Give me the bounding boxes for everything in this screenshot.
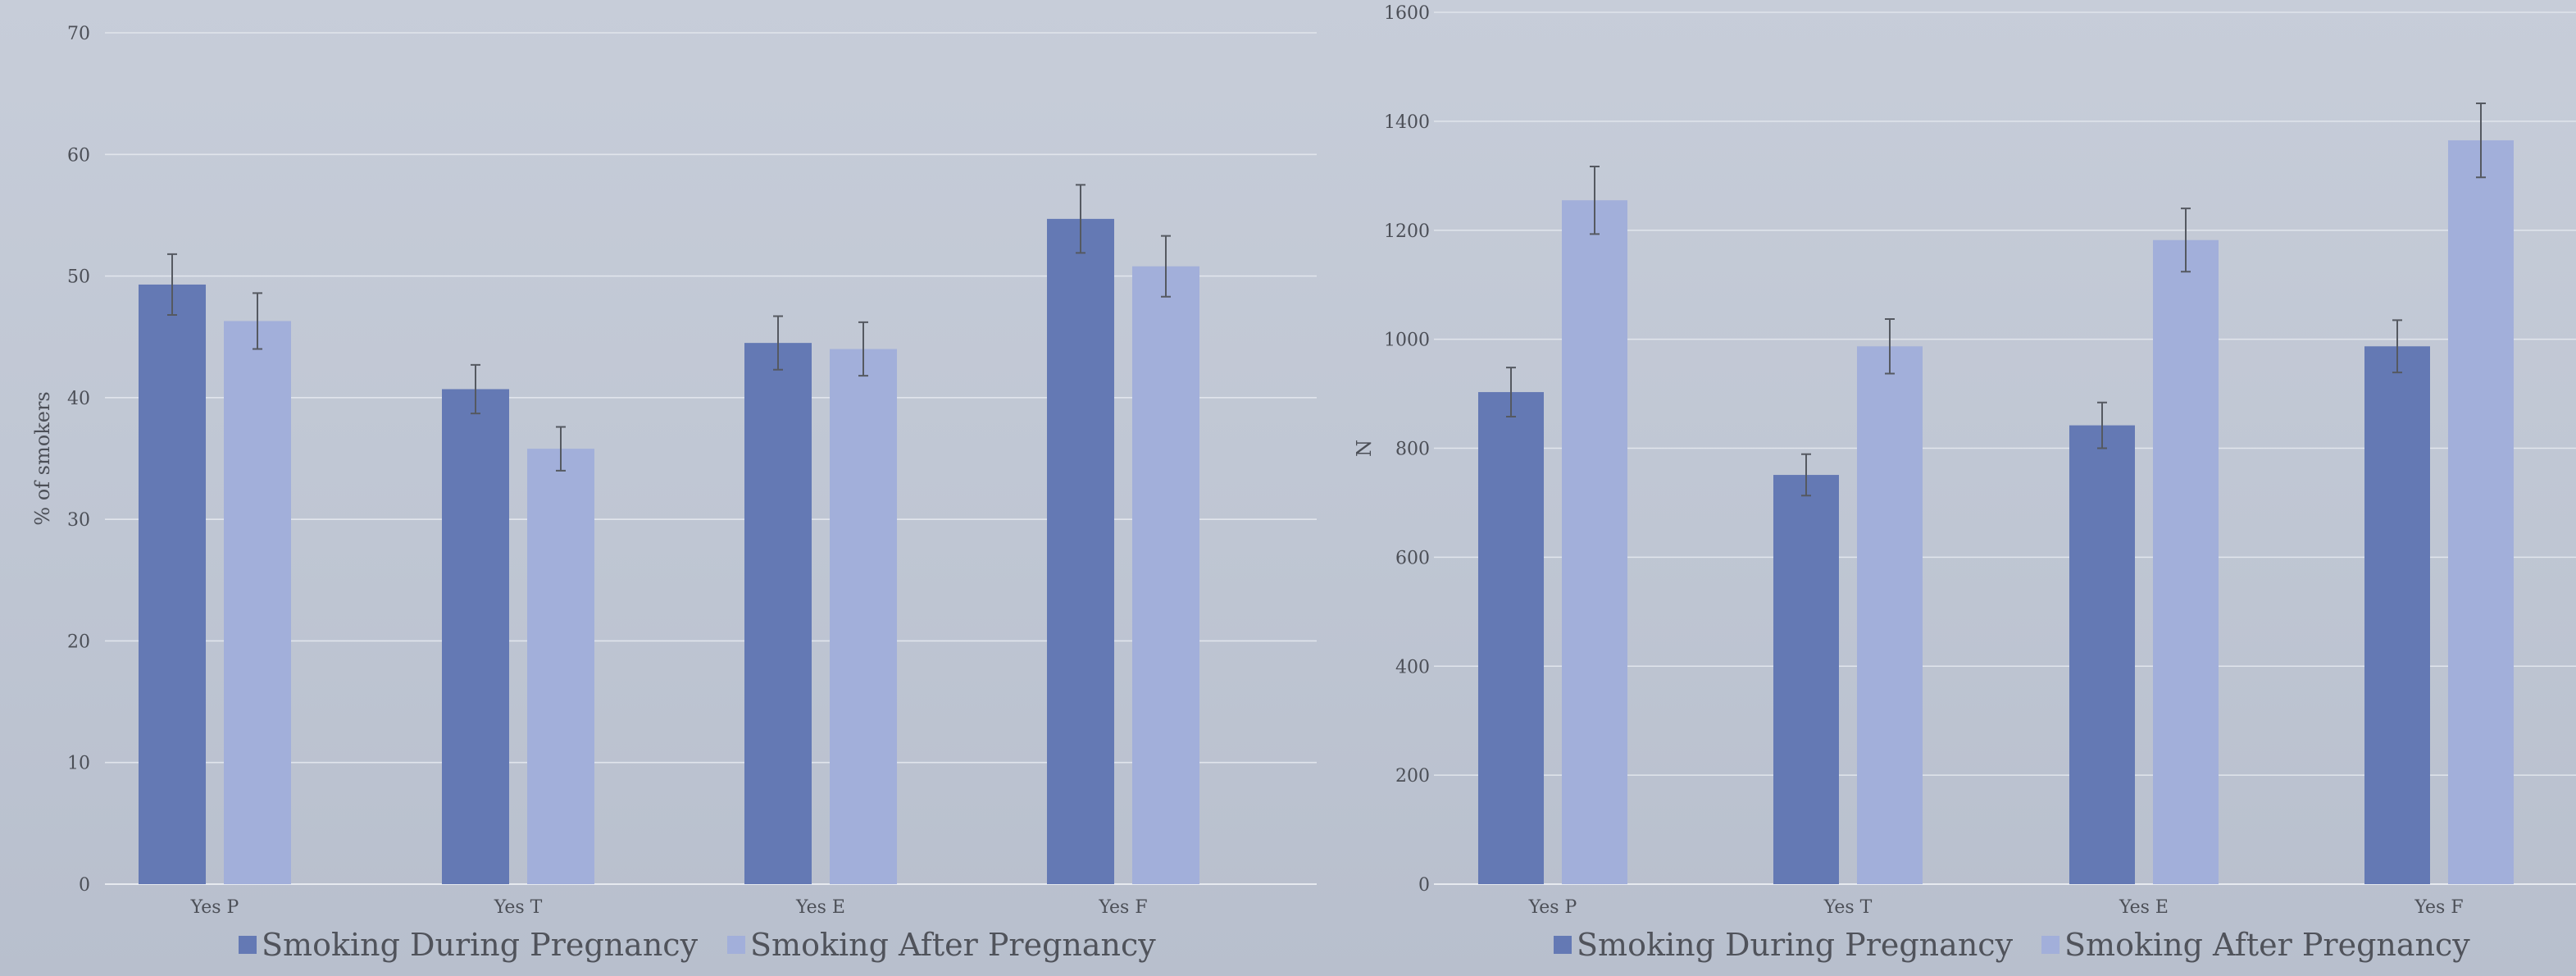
bar-after-4 — [1132, 266, 1199, 884]
x-category-label: Yes E — [2119, 897, 2169, 918]
bar-during-1 — [1478, 392, 1544, 885]
error-bar — [2476, 102, 2486, 179]
legend-swatch-after — [727, 936, 745, 954]
y-tick-label: 50 — [67, 267, 90, 288]
bar-during-3 — [744, 343, 812, 885]
error-bar — [2097, 401, 2107, 449]
y-tick-label: 10 — [67, 754, 90, 774]
bar-after-2 — [527, 449, 594, 884]
bar-during-2 — [1773, 475, 1839, 884]
error-bar — [2181, 208, 2191, 273]
y-tick-label: 200 — [1395, 766, 1430, 787]
bar-during-4 — [1047, 218, 1114, 884]
error-bar — [253, 292, 262, 350]
y-tick-label: 1600 — [1384, 3, 1430, 24]
error-bar — [1161, 235, 1171, 298]
y-tick-label: 70 — [67, 24, 90, 44]
error-bar — [858, 321, 868, 377]
bar-after-1 — [224, 321, 291, 884]
x-category-label: Yes P — [1528, 897, 1577, 918]
y-tick-label: 1400 — [1384, 112, 1430, 133]
bar-after-1 — [1562, 200, 1627, 885]
percent-smokers-chart: 0 10 20 30 40 50 60 70 % of smokers Yes P Yes T Yes… — [31, 24, 1317, 963]
x-category-label: Yes F — [2414, 897, 2463, 918]
bar-during-2 — [442, 389, 509, 884]
error-bar — [1801, 453, 1811, 497]
y-tick-label: 30 — [67, 510, 90, 531]
y-tick-label: 1200 — [1384, 221, 1430, 242]
error-bar — [773, 315, 783, 371]
error-bar — [1506, 367, 1516, 417]
legend-swatch-during — [1554, 936, 1572, 954]
error-bar — [1590, 166, 1600, 235]
legend-label-during: Smoking During Pregnancy — [262, 927, 699, 963]
legend-swatch-after — [2041, 936, 2059, 954]
smokers-count-chart: 0 200 400 600 800 1000 1200 1400 1600 N Yes P Yes T… — [1353, 3, 2576, 963]
error-bar — [1885, 318, 1895, 375]
error-bar — [1076, 184, 1085, 254]
legend-label-after: Smoking After Pregnancy — [2064, 927, 2470, 963]
bar-during-1 — [139, 284, 206, 884]
bar-after-3 — [2153, 239, 2219, 884]
legend-label-after: Smoking After Pregnancy — [750, 927, 1156, 963]
legend-label-during: Smoking During Pregnancy — [1577, 927, 2014, 963]
error-bar — [167, 253, 177, 317]
x-category-label: Yes F — [1098, 897, 1147, 918]
bar-during-3 — [2069, 425, 2135, 884]
y-axis-title: % of smokers — [31, 391, 54, 525]
y-tick-label: 40 — [67, 389, 90, 409]
y-tick-label: 800 — [1395, 440, 1430, 460]
bar-after-2 — [1857, 346, 1923, 885]
x-category-label: Yes T — [494, 897, 543, 918]
y-axis-title: N — [1353, 440, 1376, 457]
bar-during-4 — [2364, 346, 2430, 885]
error-bar — [556, 426, 566, 472]
y-tick-label: 0 — [79, 875, 90, 896]
y-tick-label: 400 — [1395, 657, 1430, 677]
y-tick-label: 0 — [1418, 875, 1430, 896]
x-category-label: Yes E — [795, 897, 845, 918]
bar-after-4 — [2448, 140, 2514, 885]
y-tick-label: 1000 — [1384, 331, 1430, 351]
x-category-label: Yes P — [190, 897, 239, 918]
error-bar — [471, 363, 480, 415]
legend-swatch-during — [239, 936, 257, 954]
error-bar — [2392, 319, 2402, 374]
y-tick-label: 600 — [1395, 548, 1430, 568]
bar-after-3 — [830, 349, 897, 884]
y-tick-label: 20 — [67, 632, 90, 652]
y-tick-label: 60 — [67, 145, 90, 166]
x-category-label: Yes T — [1823, 897, 1873, 918]
